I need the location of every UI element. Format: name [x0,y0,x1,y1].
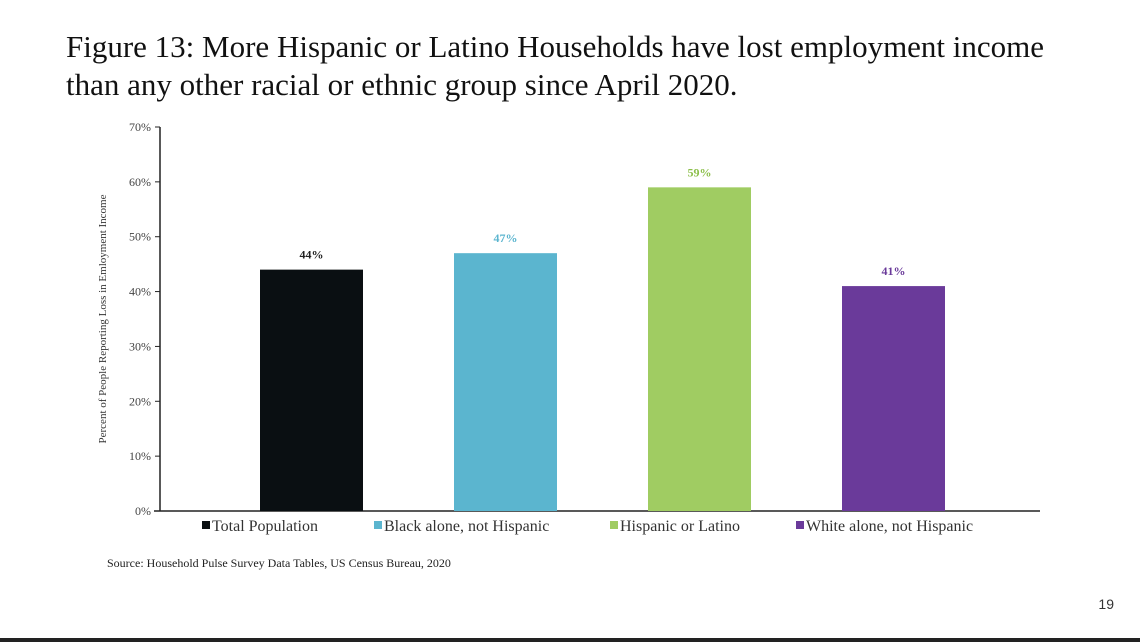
y-tick-label: 30% [129,339,151,353]
y-tick-label: 60% [129,175,151,189]
legend-label: Black alone, not Hispanic [384,518,549,535]
y-tick-label: 70% [129,120,151,134]
y-tick-label: 40% [129,285,151,299]
slide-title: Figure 13: More Hispanic or Latino House… [66,29,1045,102]
legend-swatch [202,521,210,529]
source-note: Source: Household Pulse Survey Data Tabl… [107,556,451,570]
legend-label: Total Population [212,518,318,535]
bar [648,187,751,512]
bottom-border [0,638,1140,642]
legend-swatch [796,521,804,529]
legend-swatch [374,521,382,529]
data-label: 44% [300,248,324,262]
y-axis-label: Percent of People Reporting Loss in Emlo… [97,194,109,443]
data-label: 41% [882,264,906,278]
y-tick-label: 0% [135,504,151,518]
legend-swatch [610,521,618,529]
y-tick-label: 10% [129,449,151,463]
bar [260,269,363,511]
legend-label: Hispanic or Latino [620,518,740,535]
page-number: 19 [1098,596,1114,612]
data-label: 47% [494,231,518,245]
bar [842,286,945,511]
y-tick-label: 20% [129,394,151,408]
bar [454,253,557,511]
y-tick-label: 50% [129,230,151,244]
legend-label: White alone, not Hispanic [806,518,973,535]
data-label: 59% [688,165,712,179]
